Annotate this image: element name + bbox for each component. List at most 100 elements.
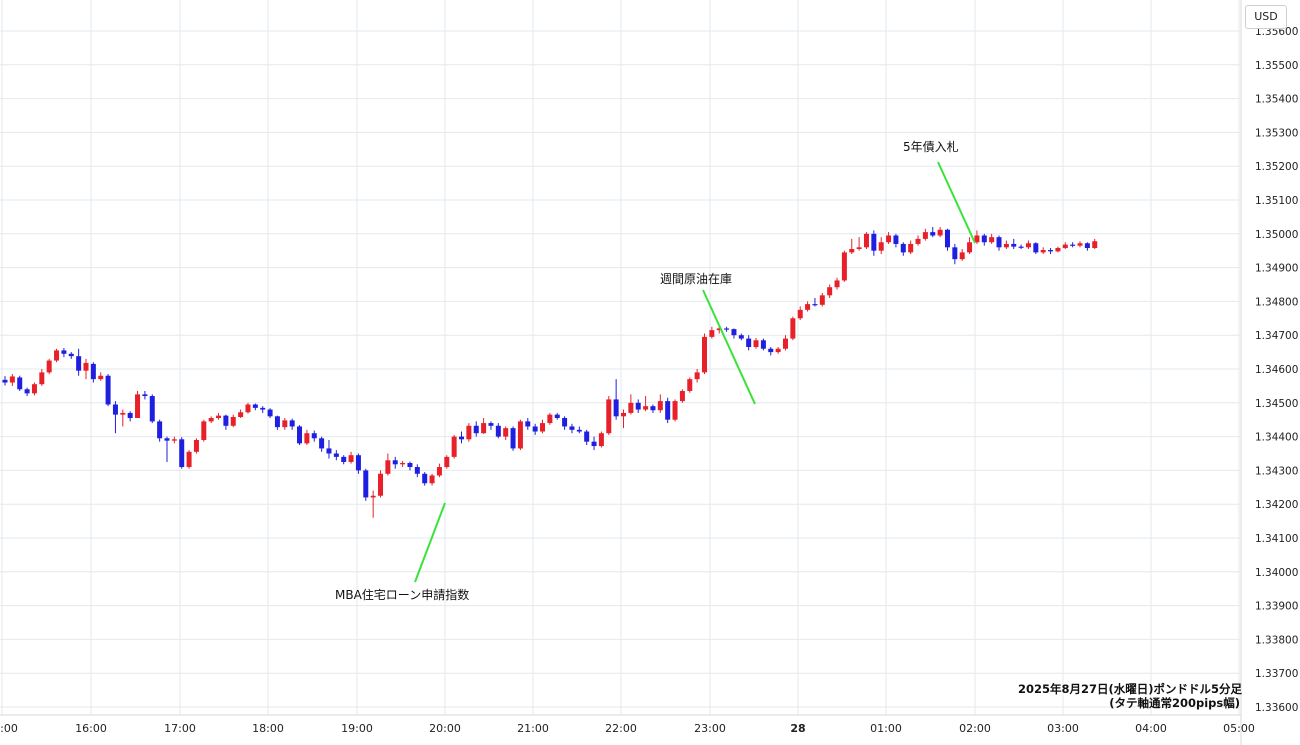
candle: [540, 419, 546, 434]
price-axis[interactable]: 1.33600 1.33700 1.33800 1.33900 1.34000 1.341…: [1240, 0, 1298, 745]
candle-body: [621, 412, 626, 417]
candle-body: [370, 495, 376, 498]
candle-body: [282, 420, 288, 428]
candle-body: [944, 229, 950, 248]
candle-body: [1040, 250, 1046, 253]
candle-body: [760, 340, 766, 349]
candle-body: [1033, 243, 1039, 253]
y-tick-label: 1.34600: [1255, 364, 1298, 376]
candle-body: [959, 252, 965, 260]
candle: [672, 399, 678, 422]
candle: [311, 430, 317, 442]
candle-body: [532, 426, 538, 432]
x-tick-label: 04:00: [1135, 722, 1167, 735]
candle-body: [738, 335, 744, 339]
candle: [282, 418, 288, 430]
event-annotation: 週間原油在庫: [660, 272, 756, 405]
candle: [444, 455, 450, 469]
y-tick-label: 1.33900: [1255, 601, 1298, 613]
candle-body: [981, 235, 987, 243]
candle: [422, 472, 428, 486]
candle-body: [274, 416, 280, 428]
candle-body: [1092, 241, 1098, 248]
candle: [1055, 246, 1061, 253]
time-axis[interactable]: 15:00 16:00 17:00 18:00 19:00 20:00 21:00 22:00…: [0, 714, 1255, 735]
candle-body: [584, 431, 590, 442]
candle-body: [193, 439, 199, 452]
candle-body: [503, 428, 509, 437]
candle-body: [297, 426, 303, 444]
candle-body: [392, 460, 398, 465]
event-annotations: MBA住宅ローン申請指数 週間原油在庫 5年債入札: [335, 139, 976, 602]
candle-body: [547, 414, 553, 424]
candle: [974, 230, 980, 244]
annotation-label: 週間原油在庫: [660, 272, 732, 286]
x-tick-label: 03:00: [1047, 722, 1079, 735]
candle-body: [451, 436, 457, 457]
candle-body: [105, 375, 111, 405]
candle-body: [9, 376, 15, 383]
candle-body: [135, 394, 141, 419]
candle-body: [157, 421, 163, 439]
candle-body: [319, 438, 325, 449]
candle: [709, 326, 715, 339]
candle: [952, 243, 958, 265]
candle-body: [1018, 246, 1024, 248]
candle-body: [385, 460, 391, 474]
currency-label[interactable]: USD: [1245, 5, 1287, 29]
candle-body: [834, 280, 840, 288]
y-tick-label: 1.34200: [1255, 499, 1298, 511]
candle: [120, 409, 126, 427]
x-tick-label: 01:00: [870, 722, 902, 735]
candle: [819, 292, 825, 307]
candle: [326, 439, 332, 459]
candle-body: [709, 330, 715, 337]
candle-body: [216, 415, 222, 419]
candle-body: [665, 401, 671, 420]
candle: [731, 328, 737, 339]
x-tick-label: 17:00: [164, 722, 196, 735]
y-tick-label: 1.34000: [1255, 567, 1298, 579]
y-tick-label: 1.34100: [1255, 533, 1298, 545]
candle-body: [488, 423, 494, 426]
candle: [1018, 244, 1024, 250]
candle-body: [613, 399, 619, 417]
candle-body: [245, 404, 251, 413]
candle: [149, 394, 155, 424]
candle-body: [164, 438, 170, 441]
candle: [68, 352, 74, 359]
candle: [245, 402, 251, 414]
candle-body: [908, 243, 914, 253]
candle-body: [481, 423, 487, 434]
candle: [827, 284, 833, 299]
x-tick-label: 28: [790, 722, 805, 735]
candle: [584, 429, 590, 446]
candle-body: [871, 233, 877, 251]
candle-body: [24, 389, 30, 394]
candle: [856, 237, 862, 251]
candle: [46, 358, 52, 375]
candle-body: [76, 356, 82, 371]
candle: [834, 277, 840, 290]
candle: [164, 436, 170, 462]
candle-body: [716, 328, 722, 331]
candle-body: [252, 404, 258, 408]
candle-body: [54, 350, 60, 361]
candle: [753, 337, 759, 349]
candle: [355, 453, 361, 474]
x-tick-label: 05:00: [1223, 722, 1255, 735]
candle-body: [61, 350, 67, 354]
candle-body: [260, 407, 266, 410]
candle: [908, 240, 914, 255]
candle-body: [422, 473, 428, 484]
candle: [171, 436, 177, 444]
candle: [510, 426, 516, 451]
candle: [98, 372, 104, 381]
chart-grid: [0, 0, 1240, 715]
candle-body: [701, 336, 707, 373]
candle-body: [355, 455, 361, 471]
candle-body: [304, 433, 310, 444]
candle: [768, 347, 774, 356]
candle-body: [341, 456, 347, 462]
y-tick-label: 1.34900: [1255, 263, 1298, 275]
